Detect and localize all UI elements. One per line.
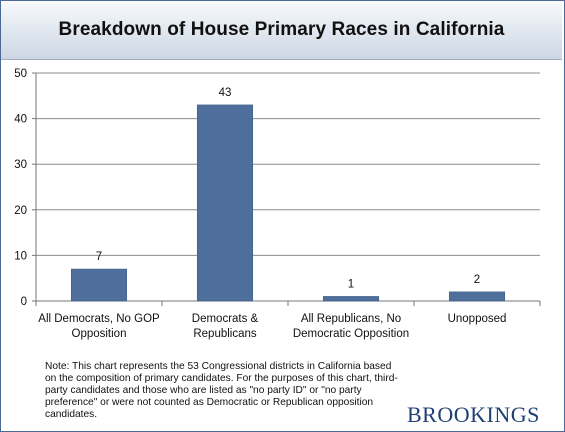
y-tick-label: 20 [14, 205, 27, 217]
bar [70, 268, 128, 302]
title-bar: Breakdown of House Primary Races in Cali… [1, 1, 562, 60]
y-tick-label: 0 [21, 296, 27, 308]
data-label: 7 [96, 251, 102, 263]
chart-title: Breakdown of House Primary Races in Cali… [58, 19, 505, 40]
data-label: 1 [348, 278, 354, 290]
x-tick-label: Republicans [193, 328, 257, 340]
y-tick-label: 30 [14, 159, 27, 171]
x-tick-label: Democrats & [192, 313, 259, 325]
y-tick-label: 10 [14, 250, 27, 262]
x-tick-label: All Democrats, No GOP [38, 313, 160, 325]
y-tick-label: 50 [14, 68, 27, 80]
x-tick-label: Unopposed [448, 313, 507, 325]
x-tick-label: Democratic Opposition [293, 328, 409, 340]
chart-note: Note: This chart represents the 53 Congr… [45, 361, 398, 420]
data-label: 2 [474, 274, 480, 286]
bar [196, 104, 254, 302]
bar [448, 291, 506, 302]
data-label: 43 [219, 87, 232, 99]
bar [322, 296, 380, 302]
brookings-logo: BROOKINGS [407, 402, 540, 427]
x-tick-label: All Republicans, No [301, 313, 401, 325]
y-tick-label: 40 [14, 114, 27, 126]
x-tick-label: Opposition [72, 328, 127, 340]
